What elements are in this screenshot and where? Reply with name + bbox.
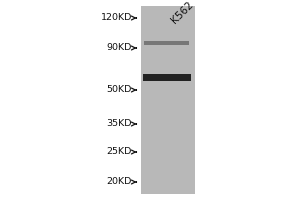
- Text: 35KD: 35KD: [106, 119, 132, 129]
- Bar: [141, 6, 195, 194]
- Bar: [144, 41, 189, 45]
- Text: K562: K562: [169, 0, 195, 26]
- Bar: [142, 73, 190, 80]
- Text: 25KD: 25KD: [106, 148, 132, 156]
- Text: 120KD: 120KD: [100, 14, 132, 22]
- Text: 50KD: 50KD: [106, 85, 132, 94]
- Text: 20KD: 20KD: [106, 178, 132, 186]
- Text: 90KD: 90KD: [106, 44, 132, 52]
